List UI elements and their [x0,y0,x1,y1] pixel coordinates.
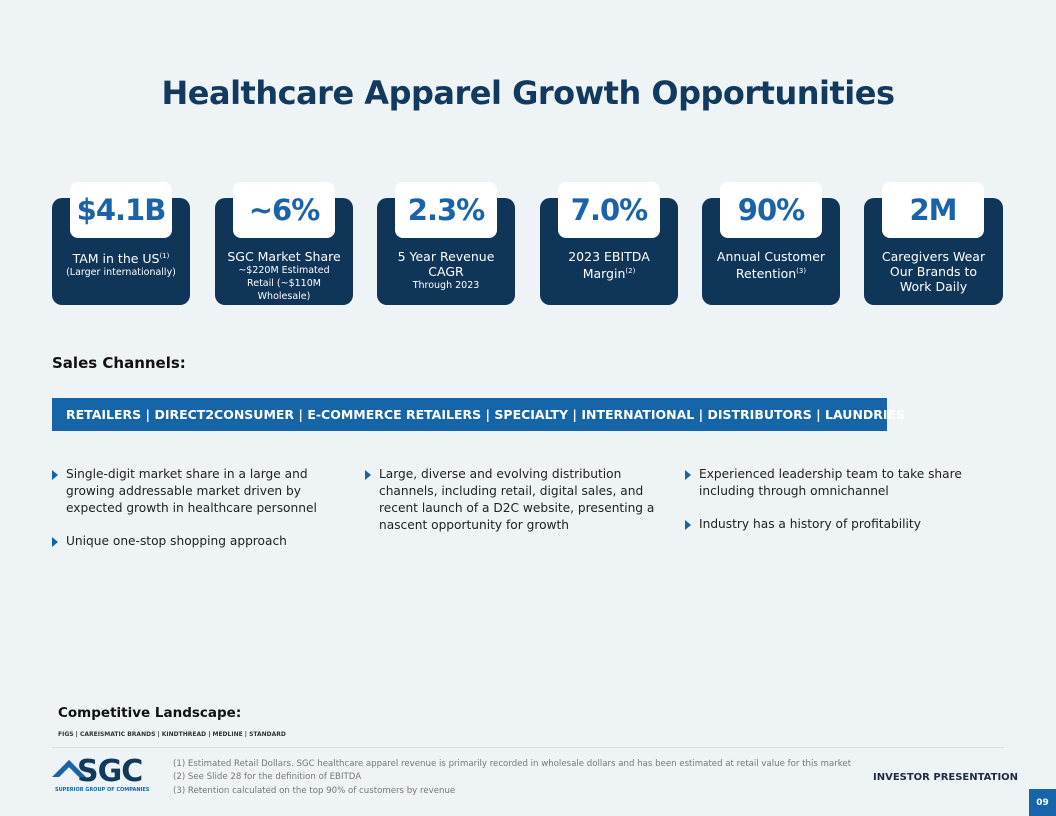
divider [52,747,1004,748]
stat-label: 2023 EBITDA Margin [568,249,650,282]
footnote: (2) See Slide 28 for the definition of E… [173,772,362,783]
stat-sub: ~$220M Estimated Retail (~$110M Wholesal… [238,265,330,302]
bullet-column-1: Single-digit market share in a large and… [52,466,352,550]
stat-sub: (Larger internationally) [66,267,176,279]
logo-name: SGC [55,757,155,787]
footnote-ref: (1) [159,252,170,260]
sgc-logo: SGC SUPERIOR GROUP OF COMPANIES [55,757,155,794]
stat-label: Annual Customer Retention [716,249,826,282]
footnote-ref: (3) [796,267,807,275]
stat-card-tam: $4.1B TAM in the US(1) (Larger internatio… [52,182,190,305]
stat-card-caregivers: 2M Caregivers Wear Our Brands to Work Da… [864,182,1003,305]
stat-card-cagr: 2.3% 5 Year Revenue CAGR Through 2023 [377,182,515,305]
stat-sub: Through 2023 [412,280,480,291]
stat-value: 2M [882,182,984,238]
channels-banner: RETAILERS | DIRECT2CONSUMER | E-COMMERCE… [52,398,905,431]
bullet-item: Single-digit market share in a large and… [52,466,352,517]
footer-label: INVESTOR PRESENTATION [873,772,1019,783]
sales-channels-heading: Sales Channels: [52,354,186,372]
stat-value: $4.1B [70,182,172,238]
footnote: (1) Estimated Retail Dollars. SGC health… [173,759,852,769]
stat-value: 2.3% [395,182,497,238]
bullet-item: Experienced leadership team to take shar… [685,466,985,500]
bullet-item: Unique one-stop shopping approach [52,533,352,550]
stat-label: SGC Market Share [227,249,341,264]
stat-value: 7.0% [558,182,660,238]
bullet-column-2: Large, diverse and evolving distribution… [365,466,665,534]
stat-card-ebitda: 7.0% 2023 EBITDA Margin(2) [540,182,678,305]
stat-value: 90% [720,182,822,238]
stat-card-retention: 90% Annual Customer Retention(3) [702,182,840,305]
footnote: (3) Retention calculated on the top 90% … [173,785,456,796]
footnote-ref: (2) [625,267,636,275]
footnotes: (1) Estimated Retail Dollars. SGC health… [173,758,851,798]
stat-label: 5 Year Revenue CAGR [397,249,495,279]
page-title: Healthcare Apparel Growth Opportunities [161,74,895,112]
bullet-item: Large, diverse and evolving distribution… [365,466,665,534]
bullet-column-3: Experienced leadership team to take shar… [685,466,985,533]
logo-tagline: SUPERIOR GROUP OF COMPANIES [55,787,150,793]
stat-label: Caregivers Wear Our Brands to Work Daily [881,249,986,294]
stat-value: ~6% [233,182,335,238]
page-number: 09 [1029,789,1056,816]
stat-label: TAM in the US [72,251,160,267]
competitive-heading: Competitive Landscape: [58,705,242,721]
bullet-item: Industry has a history of profitability [685,516,985,533]
competitors-list: FIGS | CAREISMATIC BRANDS | KINDTHREAD |… [58,731,286,738]
stat-card-market-share: ~6% SGC Market Share ~$220M Estimated Ret… [215,182,353,305]
